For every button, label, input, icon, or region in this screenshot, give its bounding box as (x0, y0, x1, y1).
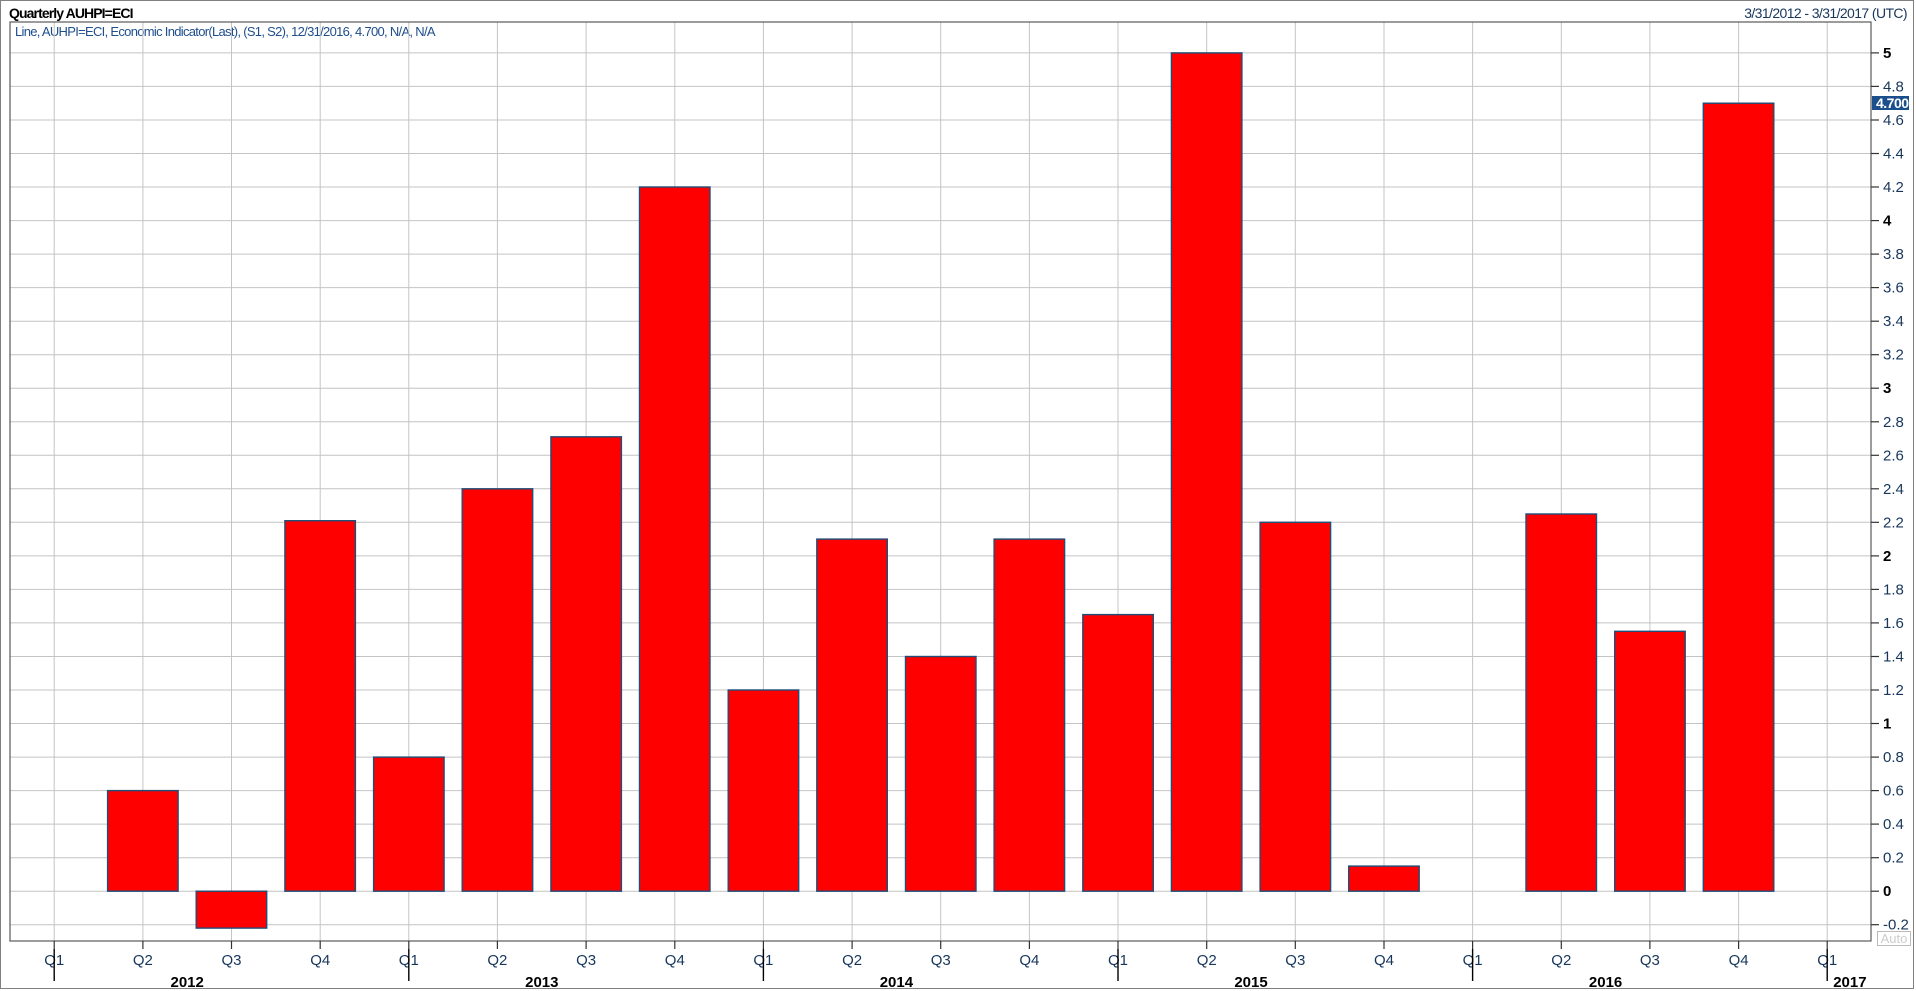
svg-text:4: 4 (1883, 213, 1892, 230)
svg-text:Q2: Q2 (487, 952, 507, 969)
svg-text:5: 5 (1883, 45, 1891, 62)
svg-text:4.2: 4.2 (1883, 179, 1904, 196)
svg-text:2.4: 2.4 (1883, 481, 1904, 498)
svg-text:Q3: Q3 (931, 952, 951, 969)
svg-text:0: 0 (1883, 883, 1891, 900)
svg-text:Q4: Q4 (1019, 952, 1039, 969)
svg-text:Q2: Q2 (1551, 952, 1571, 969)
svg-text:Q2: Q2 (133, 952, 153, 969)
svg-text:Q3: Q3 (576, 952, 596, 969)
svg-text:Q4: Q4 (1729, 952, 1749, 969)
svg-text:Q4: Q4 (310, 952, 330, 969)
svg-text:2012: 2012 (171, 974, 204, 989)
svg-text:2016: 2016 (1589, 974, 1622, 989)
svg-text:Q3: Q3 (1640, 952, 1660, 969)
svg-text:0.6: 0.6 (1883, 783, 1904, 800)
svg-text:2017: 2017 (1833, 974, 1866, 989)
svg-text:Q4: Q4 (1374, 952, 1394, 969)
svg-text:Q2: Q2 (842, 952, 862, 969)
svg-text:1.8: 1.8 (1883, 581, 1904, 598)
svg-text:4.6: 4.6 (1883, 112, 1904, 129)
svg-text:Q3: Q3 (1285, 952, 1305, 969)
svg-text:2014: 2014 (880, 974, 914, 989)
svg-text:2.2: 2.2 (1883, 514, 1904, 531)
svg-text:4.8: 4.8 (1883, 78, 1904, 95)
svg-text:3: 3 (1883, 380, 1891, 397)
svg-text:3.2: 3.2 (1883, 347, 1904, 364)
svg-text:Q2: Q2 (1197, 952, 1217, 969)
svg-text:3.4: 3.4 (1883, 313, 1904, 330)
svg-text:0.2: 0.2 (1883, 850, 1904, 867)
svg-text:1.2: 1.2 (1883, 682, 1904, 699)
svg-text:3.6: 3.6 (1883, 280, 1904, 297)
svg-text:2.6: 2.6 (1883, 447, 1904, 464)
svg-text:1: 1 (1883, 716, 1891, 733)
svg-text:3.8: 3.8 (1883, 246, 1904, 263)
svg-text:1.6: 1.6 (1883, 615, 1904, 632)
svg-text:Q4: Q4 (665, 952, 685, 969)
svg-text:2: 2 (1883, 548, 1891, 565)
svg-text:2.8: 2.8 (1883, 414, 1904, 431)
svg-text:4.4: 4.4 (1883, 146, 1904, 163)
svg-text:2013: 2013 (525, 974, 558, 989)
svg-text:Q3: Q3 (221, 952, 241, 969)
svg-text:0.4: 0.4 (1883, 816, 1904, 833)
svg-text:0.8: 0.8 (1883, 749, 1904, 766)
svg-text:2015: 2015 (1234, 974, 1267, 989)
svg-text:1.4: 1.4 (1883, 649, 1904, 666)
